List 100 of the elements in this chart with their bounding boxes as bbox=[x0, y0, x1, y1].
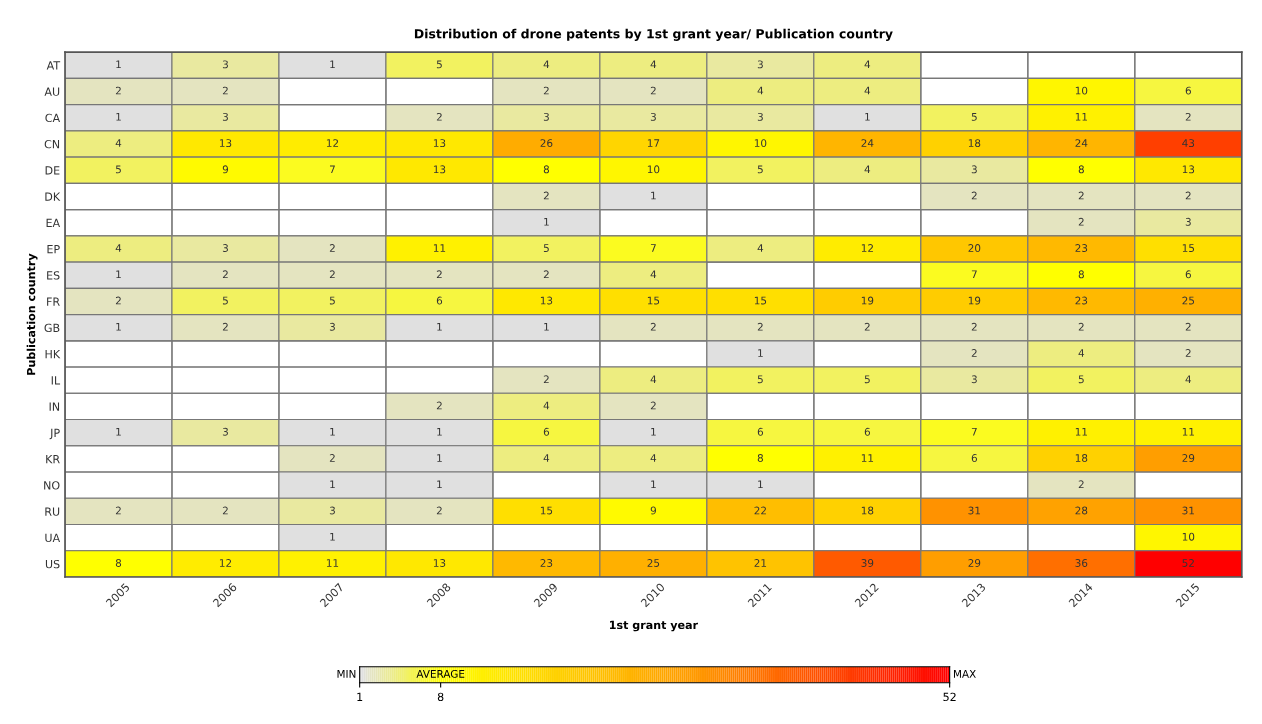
data-label: 4 bbox=[650, 270, 657, 279]
data-label: 15 bbox=[754, 296, 767, 305]
data-label: 4 bbox=[864, 165, 871, 174]
data-label: 8 bbox=[543, 165, 550, 174]
data-label: 2 bbox=[1185, 349, 1191, 357]
data-label: 5 bbox=[543, 244, 549, 252]
data-label: 3 bbox=[222, 427, 228, 436]
data-label: 2 bbox=[222, 270, 228, 279]
data-label: 4 bbox=[115, 244, 122, 252]
data-label: 43 bbox=[1182, 139, 1195, 148]
data-label: 1 bbox=[116, 427, 121, 436]
data-label: 9 bbox=[222, 165, 229, 174]
data-label: 1 bbox=[116, 322, 121, 331]
data-label: 11 bbox=[1182, 427, 1194, 436]
data-label: 2 bbox=[543, 270, 549, 279]
data-label: 12 bbox=[326, 139, 339, 147]
data-label: 6 bbox=[971, 454, 978, 462]
y-tick-label: JP bbox=[49, 428, 60, 440]
data-label: 13 bbox=[1182, 165, 1195, 174]
data-label: 20 bbox=[968, 244, 981, 252]
data-label: 2 bbox=[650, 86, 656, 95]
data-label: 3 bbox=[1185, 217, 1191, 226]
data-label: 4 bbox=[757, 244, 764, 252]
data-label: 6 bbox=[864, 427, 871, 436]
data-label: 3 bbox=[329, 506, 335, 515]
data-label: 2 bbox=[1185, 322, 1191, 331]
data-label: 13 bbox=[219, 139, 232, 148]
data-label: 1 bbox=[651, 480, 656, 489]
data-label: 3 bbox=[329, 322, 335, 331]
data-label: 4 bbox=[543, 401, 550, 410]
data-label: 31 bbox=[1182, 506, 1194, 515]
data-label: 4 bbox=[757, 86, 764, 95]
y-tick-label: IN bbox=[49, 402, 60, 411]
data-label: 3 bbox=[757, 112, 763, 121]
data-label: 52 bbox=[1182, 559, 1194, 567]
data-label: 2 bbox=[329, 244, 335, 252]
data-label: 26 bbox=[540, 139, 553, 148]
data-label: 18 bbox=[1075, 454, 1088, 462]
data-label: 15 bbox=[647, 296, 660, 305]
data-label: 23 bbox=[1075, 244, 1088, 252]
data-label: 13 bbox=[433, 165, 446, 174]
data-label: 2 bbox=[222, 322, 228, 331]
data-label: 5 bbox=[329, 296, 335, 305]
y-tick-label: CN bbox=[44, 139, 60, 149]
data-label: 7 bbox=[971, 270, 977, 279]
data-label: 5 bbox=[757, 375, 763, 384]
data-label: 4 bbox=[650, 60, 657, 69]
data-label: 2 bbox=[543, 375, 549, 384]
y-tick-label: HK bbox=[45, 350, 61, 359]
data-label: 1 bbox=[865, 113, 870, 121]
data-label: 2 bbox=[329, 454, 335, 462]
data-label: 2 bbox=[436, 112, 442, 121]
data-label: 11 bbox=[1075, 113, 1087, 121]
data-label: 2 bbox=[1078, 191, 1084, 200]
data-label: 3 bbox=[650, 112, 656, 121]
y-tick-label: ES bbox=[47, 271, 60, 280]
data-label: 2 bbox=[436, 506, 442, 515]
data-label: 2 bbox=[329, 270, 335, 279]
data-label: 8 bbox=[115, 559, 122, 567]
data-label: 8 bbox=[1078, 165, 1084, 174]
data-label: 28 bbox=[1075, 506, 1088, 515]
data-label: 2 bbox=[1078, 322, 1084, 331]
data-label: 6 bbox=[1185, 86, 1191, 95]
data-label: 21 bbox=[754, 559, 767, 567]
data-label: 2 bbox=[757, 322, 763, 331]
data-label: 2 bbox=[650, 322, 656, 331]
y-tick-label: RU bbox=[45, 507, 60, 516]
data-label: 4 bbox=[1185, 375, 1192, 384]
data-label: 10 bbox=[647, 165, 660, 174]
data-label: 7 bbox=[329, 165, 335, 174]
y-tick-label: US bbox=[45, 559, 60, 569]
y-tick-label: DK bbox=[45, 192, 61, 201]
data-label: 2 bbox=[115, 86, 121, 95]
data-label: 25 bbox=[1182, 296, 1195, 305]
data-label: 39 bbox=[861, 559, 874, 567]
data-label: 5 bbox=[1078, 375, 1084, 384]
data-label: 1 bbox=[437, 454, 442, 462]
text: AVERAGE bbox=[416, 669, 465, 678]
data-label: 1 bbox=[651, 427, 656, 436]
data-label: 5 bbox=[115, 165, 121, 174]
data-label: 36 bbox=[1075, 559, 1088, 567]
data-label: 1 bbox=[330, 532, 335, 541]
data-label: 23 bbox=[1075, 296, 1088, 305]
data-label: 2 bbox=[543, 86, 549, 95]
y-axis-title: Publication country bbox=[26, 253, 38, 375]
data-label: 4 bbox=[543, 60, 550, 69]
data-label: 1 bbox=[330, 427, 335, 436]
data-label: 3 bbox=[757, 60, 763, 69]
y-tick-label: IL bbox=[51, 376, 61, 385]
data-label: 24 bbox=[1075, 139, 1088, 147]
data-label: 1 bbox=[758, 349, 763, 357]
data-label: 3 bbox=[971, 375, 977, 384]
data-label: 2 bbox=[1078, 217, 1084, 226]
data-label: 1 bbox=[437, 427, 442, 436]
data-label: 11 bbox=[326, 559, 339, 567]
data-label: 1 bbox=[437, 480, 442, 489]
y-tick-label: NO bbox=[44, 481, 60, 490]
data-label: 5 bbox=[436, 60, 442, 69]
data-label: 3 bbox=[222, 60, 228, 69]
data-label: 2 bbox=[971, 191, 977, 200]
